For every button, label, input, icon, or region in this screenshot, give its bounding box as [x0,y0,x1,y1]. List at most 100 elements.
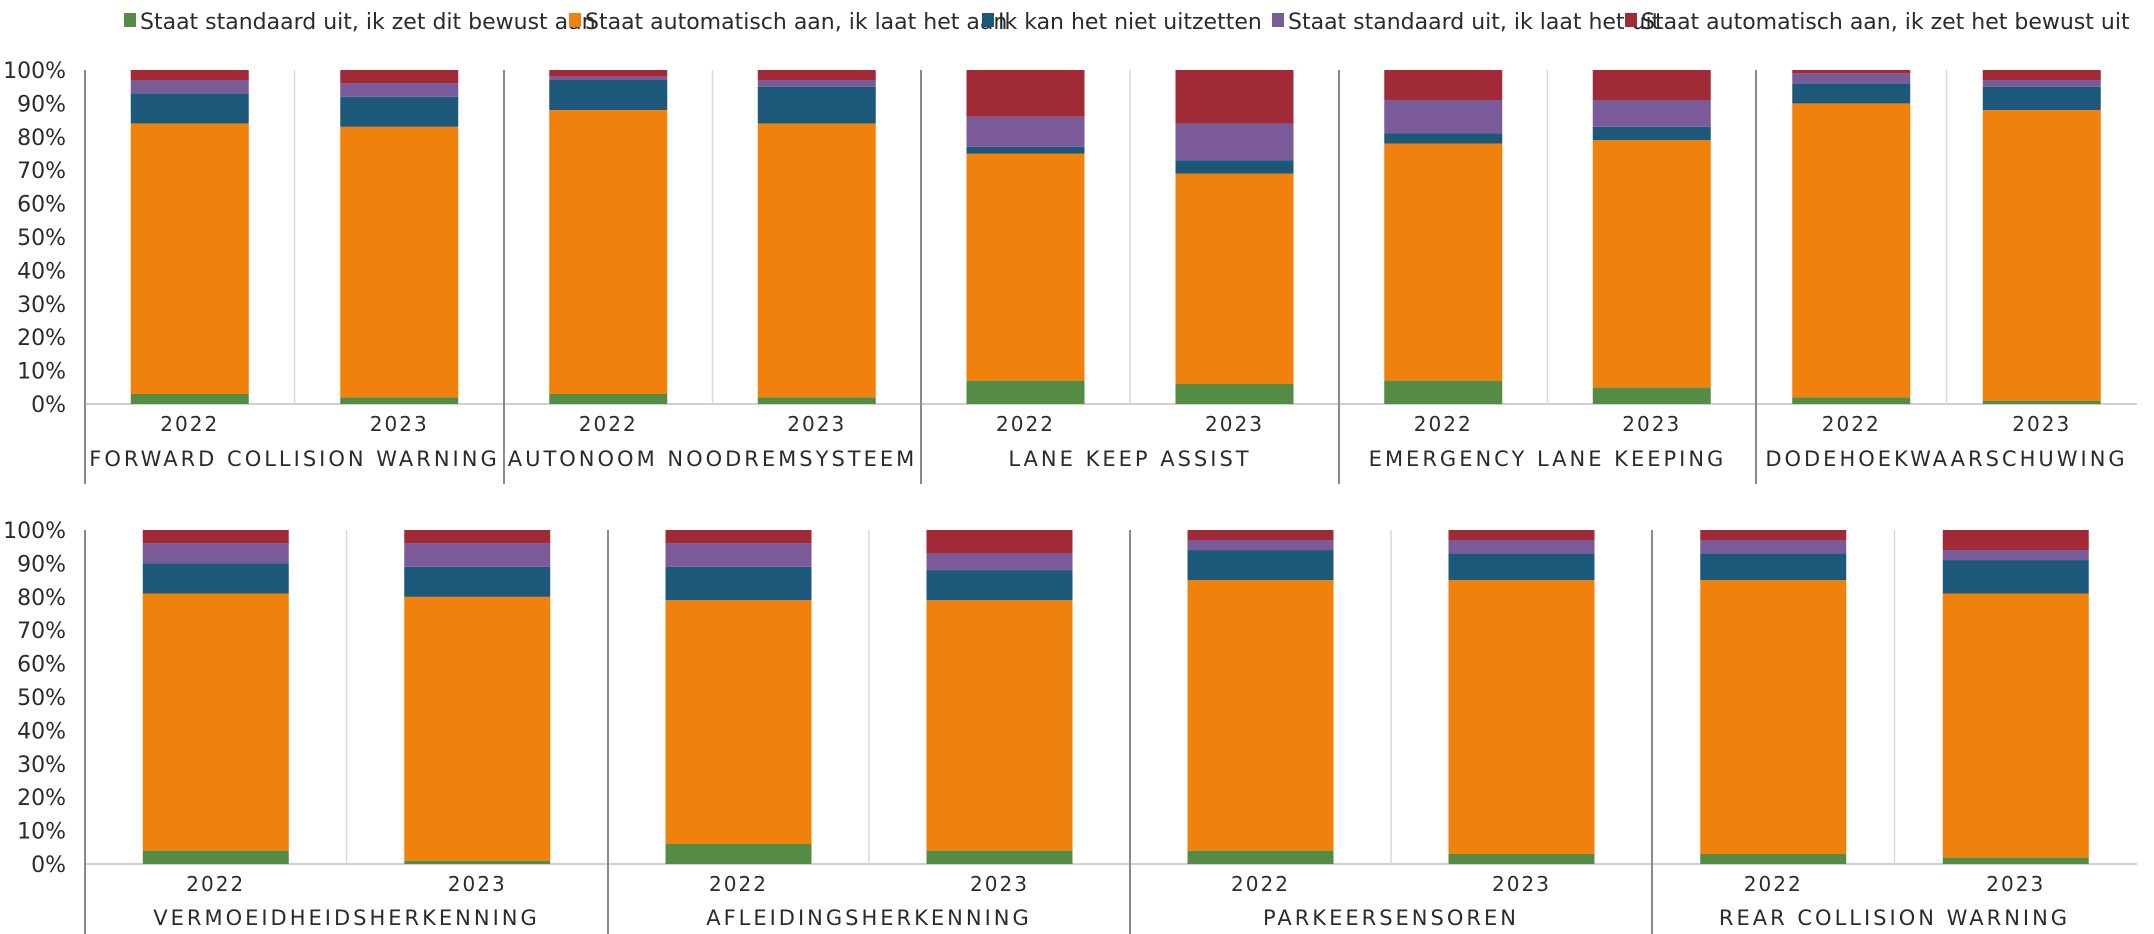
stacked-bar [549,70,668,404]
bar-segment [926,850,1073,864]
chart-row: 0%10%20%30%40%50%60%70%80%90%100%2022 202… [3,59,2137,484]
x-tick-label: 2022 [579,412,638,436]
bar-segment [1700,853,1847,864]
bar-segment [1942,857,2089,864]
bar-group: 2022 2023 REAR COLLISION WARNING [1700,530,2089,930]
bar-segment [1384,70,1503,101]
bar-segment [1792,103,1911,398]
y-tick-label: 80% [17,586,66,611]
legend-label: Ik kan het niet uitzetten [998,10,1262,35]
x-tick-label: 2022 [1822,412,1881,436]
bar-segment [757,70,876,81]
stacked-bar [757,70,876,404]
bar-segment [1384,143,1503,381]
bar-segment [926,570,1073,601]
bar-segment [1700,530,1847,541]
y-tick-label: 100% [3,59,66,84]
bar-segment [1792,397,1911,404]
y-tick-label: 60% [17,653,66,678]
legend-item: Staat standaard uit, ik zet dit bewust a… [124,10,596,35]
y-tick-label: 40% [17,719,66,744]
bar-segment [404,596,551,861]
legend-item: Ik kan het niet uitzetten [982,10,1262,35]
x-tick-label: 2023 [2012,412,2071,436]
bar-segment [966,116,1085,147]
bar-segment [1942,530,2089,551]
bar-segment [1792,73,1911,84]
group-label: REAR COLLISION WARNING [1719,906,2070,930]
bar-segment [404,530,551,544]
y-tick-label: 50% [17,226,66,251]
stacked-bar [1592,70,1711,404]
bar-segment [130,93,249,124]
stacked-bar [966,70,1085,404]
bar-segment [1448,530,1595,541]
bar-segment [1982,400,2101,404]
stacked-bar [1175,70,1294,404]
stacked-bar [665,530,812,864]
stacked-bar [130,70,249,404]
legend-label: Staat standaard uit, ik laat het uit [1288,10,1661,35]
bar-segment [340,126,459,398]
bar-segment [1982,110,2101,401]
bar-segment [1448,853,1595,864]
bar-group: 2022 2023 PARKEERSENSOREN [1187,530,1595,930]
bar-segment [1592,126,1711,141]
bar-segment [665,543,812,567]
x-tick-label: 2023 [1205,412,1264,436]
bar-group: 2022 2023 DODEHOEKWAARSCHUWING [1765,70,2125,471]
stacked-bar [1942,530,2089,864]
x-tick-label: 2023 [1492,872,1551,896]
bar-group: 2022 2023 EMERGENCY LANE KEEPING [1369,70,1723,471]
bar-segment [1700,540,1847,554]
bar-group: 2022 2023 AUTONOOM NOODREMSYSTEEM [508,70,918,471]
bar-segment [130,70,249,81]
x-tick-label: 2022 [1414,412,1473,436]
bar-segment [665,530,812,544]
bar-segment [549,80,668,111]
y-tick-label: 0% [31,853,66,878]
bar-segment [1384,100,1503,134]
legend-swatch [982,13,994,27]
legend: Staat standaard uit, ik zet dit bewust a… [124,10,2130,35]
bar-segment [1792,70,1911,74]
group-label: PARKEERSENSOREN [1263,906,1519,930]
bar-segment [1175,173,1294,384]
stacked-bar [1448,530,1595,864]
bar-segment [1942,560,2089,594]
stacked-bar [926,530,1073,864]
bar-segment [665,600,812,844]
bar-segment [1982,86,2101,111]
bar-segment [340,70,459,84]
bar-segment [549,110,668,394]
legend-swatch [1272,13,1284,27]
x-tick-label: 2022 [996,412,1055,436]
y-tick-label: 60% [17,193,66,218]
bar-segment [142,593,289,851]
group-label: FORWARD COLLISION WARNING [89,447,499,471]
bar-segment [1187,530,1334,541]
y-tick-label: 90% [17,92,66,117]
bar-segment [757,397,876,404]
bar-segment [1187,580,1334,851]
group-label: AFLEIDINGSHERKENNING [706,906,1032,930]
stacked-bar [1792,70,1911,404]
bar-segment [966,153,1085,381]
bar-segment [142,850,289,864]
bar-segment [1700,580,1847,854]
x-tick-label: 2022 [1744,872,1803,896]
stacked-bar [404,530,551,864]
group-label: AUTONOOM NOODREMSYSTEEM [508,447,918,471]
bar-segment [1982,80,2101,87]
bar-segment [142,563,289,594]
bar-segment [142,530,289,544]
bar-segment [665,843,812,864]
bar-segment [1384,380,1503,404]
bar-group: 2022 2023 VERMOEIDHEIDSHERKENNING [142,530,551,930]
bar-segment [130,393,249,404]
bar-segment [1448,553,1595,581]
bar-segment [1175,160,1294,174]
bar-segment [966,70,1085,117]
